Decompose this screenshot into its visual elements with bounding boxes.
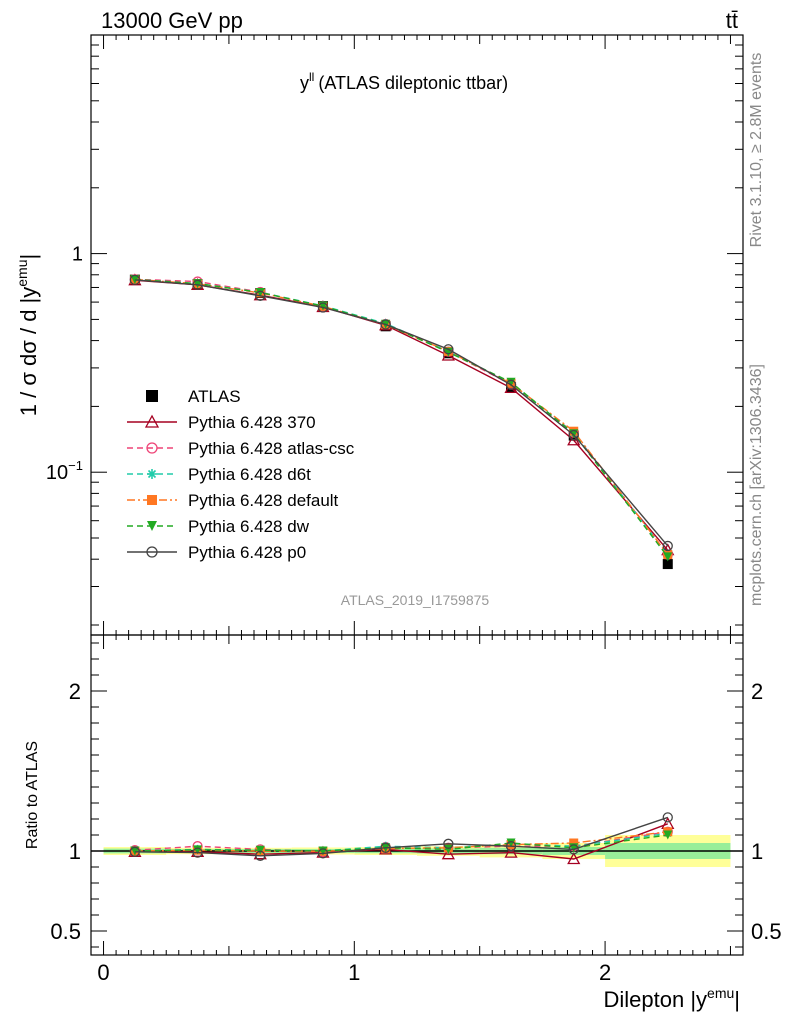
y-tick-label-ratio: 1 bbox=[69, 839, 81, 864]
marker-circle bbox=[192, 279, 203, 290]
marker-circle bbox=[317, 848, 329, 859]
y-tick-label-ratio-right: 1 bbox=[751, 839, 763, 864]
marker-circle bbox=[146, 546, 158, 558]
marker-circle bbox=[192, 847, 203, 858]
xlabel-main: Dilepton |y bbox=[604, 987, 708, 1012]
marker-down-triangle bbox=[147, 521, 157, 531]
series-line bbox=[134, 279, 669, 547]
marker-circle bbox=[146, 442, 158, 454]
marker-triangle bbox=[441, 847, 455, 860]
marker-down-triangle bbox=[255, 287, 265, 297]
marker-down-triangle bbox=[506, 377, 516, 387]
ylabel-close: | bbox=[16, 254, 41, 260]
legend-entry: Pythia 6.428 370 bbox=[127, 413, 316, 432]
legend: ATLAS Pythia 6.428 370 Pythia 6.428 atlas-… bbox=[127, 387, 355, 562]
y-tick-label-exp: −1 bbox=[68, 458, 83, 473]
marker-triangle bbox=[567, 852, 581, 865]
ratio-panel-frame bbox=[90, 634, 744, 956]
marker-triangle bbox=[504, 845, 518, 858]
marker-down-triangle bbox=[130, 846, 140, 856]
marker-circle bbox=[505, 841, 517, 852]
y-tick-label-main: 1 bbox=[72, 244, 83, 266]
marker-down-triangle bbox=[663, 552, 673, 562]
marker-down-triangle bbox=[506, 838, 516, 848]
marker-square bbox=[569, 838, 579, 848]
legend-label: Pythia 6.428 default bbox=[188, 491, 339, 510]
ylabel-main: 1 / σ dσ / d |y bbox=[16, 287, 41, 416]
marker-circle bbox=[662, 540, 673, 552]
main-series-layer bbox=[128, 273, 675, 570]
marker-circle bbox=[568, 429, 579, 441]
rivet-version-label: Rivet 3.1.10, ≥ 2.8M events bbox=[748, 53, 765, 248]
energy-label: 13000 GeV pp bbox=[101, 8, 243, 33]
marker-circle bbox=[380, 842, 391, 853]
marker-circle bbox=[662, 812, 673, 823]
marker-square bbox=[147, 495, 157, 505]
y-tick-label-ratio: 2 bbox=[69, 679, 81, 704]
mcplots-source-label: mcplots.cern.ch [arXiv:1306.3436] bbox=[748, 364, 765, 606]
title-main: y bbox=[300, 73, 309, 93]
marker-down-triangle bbox=[255, 845, 265, 855]
marker-square bbox=[146, 390, 158, 402]
marker-down-triangle bbox=[443, 844, 453, 854]
legend-label: Pythia 6.428 d6t bbox=[188, 465, 311, 484]
y-tick-label-ratio-right: 0.5 bbox=[751, 919, 782, 944]
legend-label: Pythia 6.428 dw bbox=[188, 517, 310, 536]
ylabel-superscript: emu bbox=[14, 260, 30, 287]
legend-label: Pythia 6.428 370 bbox=[188, 413, 316, 432]
legend-label: Pythia 6.428 p0 bbox=[188, 543, 306, 562]
tick-labels: 10−1 1 0.5 0.5 1 1 2 2 0 1 2 bbox=[46, 244, 782, 985]
plot-title: yll (ATLAS dileptonic ttbar) bbox=[300, 70, 508, 93]
marker-circle bbox=[255, 290, 266, 301]
marker-circle bbox=[443, 344, 454, 355]
marker-star bbox=[147, 469, 157, 479]
xlabel-close: | bbox=[734, 987, 740, 1012]
marker-circle bbox=[380, 319, 391, 330]
legend-entry: Pythia 6.428 p0 bbox=[127, 543, 306, 562]
series-pythia-6-428-p0 bbox=[129, 274, 673, 552]
x-axis-label: Dilepton |yemu| bbox=[604, 985, 741, 1012]
x-tick-label: 2 bbox=[599, 960, 611, 985]
marker-circle bbox=[568, 844, 579, 855]
y-tick-label-ratio: 0.5 bbox=[50, 919, 81, 944]
legend-entry: Pythia 6.428 d6t bbox=[127, 465, 311, 484]
main-y-axis-label: 1 / σ dσ / d |yemu| bbox=[14, 254, 41, 416]
legend-label: Pythia 6.428 atlas-csc bbox=[188, 439, 355, 458]
ratio-y-axis-label: Ratio to ATLAS bbox=[24, 741, 41, 849]
marker-down-triangle bbox=[130, 275, 140, 285]
legend-label: ATLAS bbox=[188, 387, 241, 406]
title-superscript: ll bbox=[309, 70, 314, 84]
marker-triangle bbox=[144, 414, 160, 428]
x-tick-label: 0 bbox=[97, 960, 109, 985]
marker-circle bbox=[443, 838, 454, 849]
ratio-pythia-6-428-p0 bbox=[129, 812, 673, 861]
marker-circle bbox=[129, 846, 141, 857]
marker-square bbox=[662, 559, 673, 570]
process-label: tt̄ bbox=[726, 8, 738, 33]
y-tick-label-ratio-right: 2 bbox=[751, 679, 763, 704]
legend-entry: Pythia 6.428 atlas-csc bbox=[127, 439, 355, 458]
analysis-watermark: ATLAS_2019_I1759875 bbox=[341, 592, 490, 608]
marker-down-triangle bbox=[663, 830, 673, 840]
ratio-series-layer bbox=[128, 812, 675, 865]
legend-entry: Pythia 6.428 default bbox=[127, 491, 339, 510]
axis-ticks bbox=[91, 34, 743, 955]
marker-triangle bbox=[567, 433, 581, 446]
xlabel-superscript: emu bbox=[707, 985, 734, 1001]
y-tick-label-base: 10 bbox=[46, 462, 68, 484]
x-tick-label: 1 bbox=[348, 960, 360, 985]
legend-entry: Pythia 6.428 dw bbox=[127, 517, 310, 536]
marker-circle bbox=[255, 850, 266, 861]
marker-down-triangle bbox=[318, 846, 328, 856]
legend-entry: ATLAS bbox=[146, 387, 241, 406]
marker-circle bbox=[505, 379, 517, 390]
y-tick-label-main: 10−1 bbox=[46, 458, 83, 484]
ratio-line bbox=[134, 816, 668, 857]
marker-circle bbox=[129, 274, 141, 286]
title-rest: (ATLAS dileptonic ttbar) bbox=[318, 73, 508, 93]
marker-circle bbox=[317, 302, 329, 313]
marker-down-triangle bbox=[193, 845, 203, 855]
